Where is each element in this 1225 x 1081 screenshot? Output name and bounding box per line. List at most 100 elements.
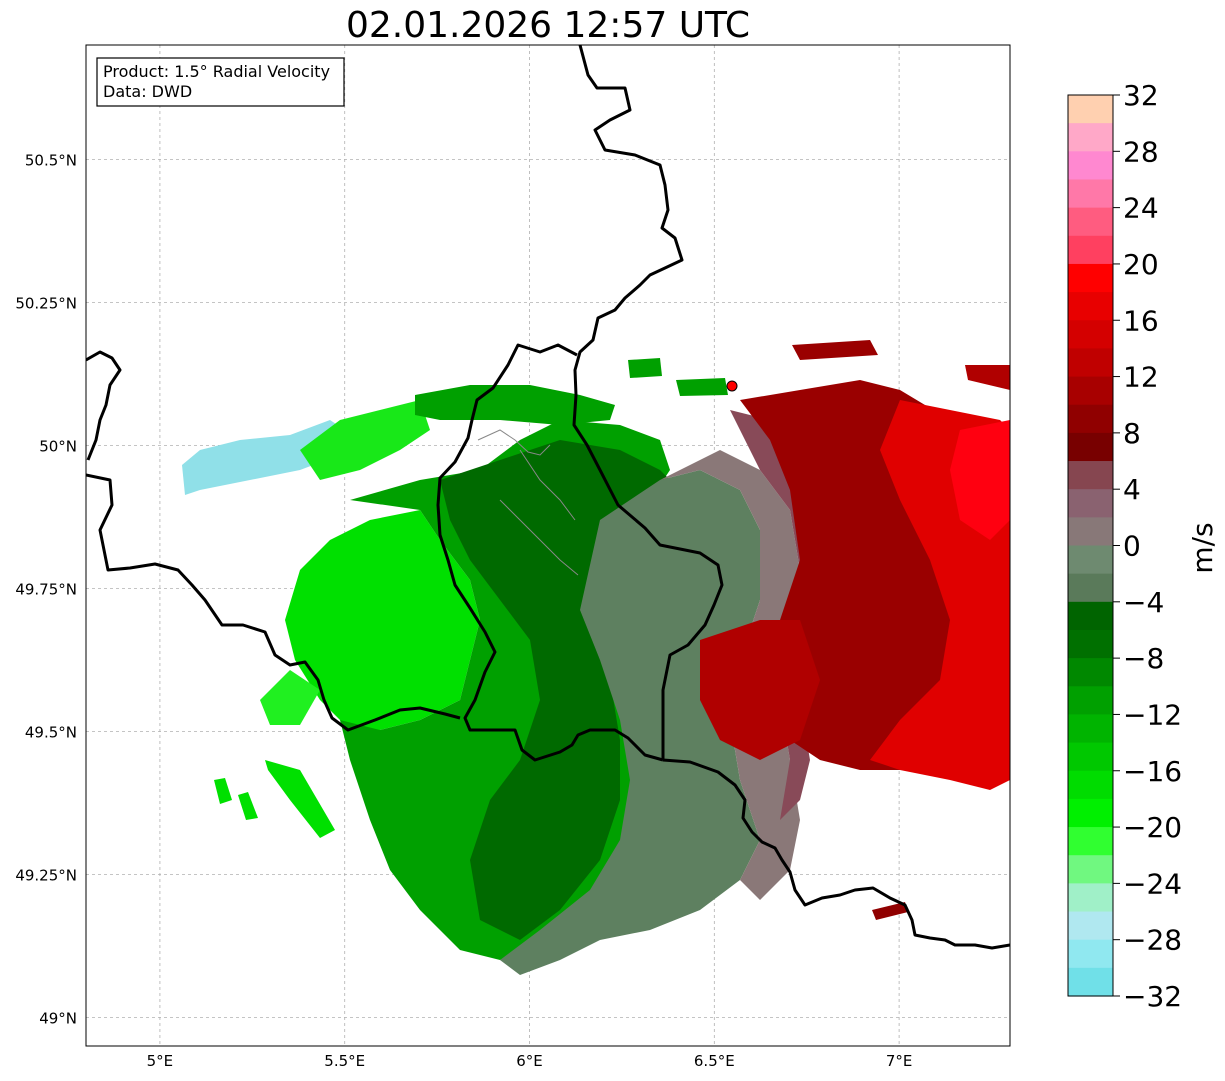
info-product-text: Product: 1.5° Radial Velocity [103, 62, 330, 81]
colorbar-step [1068, 601, 1113, 631]
echo-near-zero-green [500, 470, 760, 975]
region-boundary-2 [499, 499, 579, 576]
colorbar-step [1068, 235, 1113, 265]
colorbar-step [1068, 263, 1113, 293]
colorbar-tick-label: −20 [1123, 811, 1182, 844]
x-tick-label: 6°E [516, 1052, 543, 1070]
colorbar-tick-label: −4 [1123, 586, 1164, 619]
border-france-belgium [86, 473, 461, 732]
x-tick-label: 5°E [147, 1052, 174, 1070]
colorbar-tick-label: −24 [1123, 867, 1182, 900]
colorbar-step [1068, 911, 1113, 941]
echo-n-green-fragment-2 [676, 378, 728, 396]
colorbar-tick-label: 24 [1123, 192, 1159, 225]
colorbar-step [1068, 798, 1113, 828]
colorbar-step [1068, 461, 1113, 490]
colorbar-step [1068, 404, 1113, 434]
echo-outbound-south [700, 620, 820, 760]
colorbar-tick-label: 8 [1123, 417, 1141, 450]
colorbar-step [1068, 123, 1113, 152]
y-tick-label: 50°N [39, 437, 77, 455]
colorbar-step [1068, 855, 1113, 884]
echo-n-green-fragment [628, 358, 662, 378]
colorbar-step [1068, 883, 1113, 913]
colorbar-step [1068, 686, 1113, 716]
echo-north-band-outbound [792, 340, 878, 360]
colorbar-step [1068, 939, 1113, 969]
colorbar-color-steps [1068, 95, 1113, 997]
border-france-germany [662, 758, 1010, 950]
map-frame [85, 44, 1011, 1047]
colorbar-tick-label: −16 [1123, 755, 1182, 788]
colorbar-unit-label: m/s [1186, 522, 1219, 573]
echo-extreme-inbound [182, 420, 345, 495]
echo-strong-inbound [285, 510, 480, 730]
radar-velocity-field [182, 340, 1010, 975]
x-axis-tick-labels: 5°E 5.5°E 6°E 6.5°E 7°E [147, 1052, 913, 1070]
echo-sw-fragment-2 [238, 792, 258, 820]
colorbar-step [1068, 714, 1113, 744]
colorbar-step [1068, 95, 1113, 124]
y-tick-label: 50.5°N [25, 151, 77, 169]
map-panel: Product: 1.5° Radial Velocity Data: DWD … [15, 44, 1011, 1070]
colorbar-step [1068, 376, 1113, 406]
y-tick-label: 49.5°N [25, 723, 77, 741]
echo-near-zero-gray [660, 450, 800, 900]
colorbar-step [1068, 179, 1113, 209]
colorbar-step [1068, 292, 1113, 321]
region-boundary-3 [519, 449, 576, 521]
border-germany-west [572, 45, 724, 760]
country-borders [86, 45, 1010, 950]
colorbar-tick-label: 28 [1123, 135, 1159, 168]
colorbar-tick-label: −32 [1123, 980, 1182, 1013]
echo-very-strong-outbound [950, 420, 1010, 540]
colorbar-tick-label: −8 [1123, 642, 1164, 675]
colorbar-step [1068, 489, 1113, 518]
colorbar-tick-label: 20 [1123, 248, 1159, 281]
echo-inbound-north [415, 385, 615, 425]
colorbar-tick-label: 16 [1123, 304, 1159, 337]
colorbar-step [1068, 320, 1113, 350]
info-data-text: Data: DWD [103, 82, 192, 101]
colorbar-tick-label: −12 [1123, 698, 1182, 731]
y-axis-tick-labels: 49°N 49.25°N 49.5°N 49.75°N 50°N 50.25°N 50.5°… [15, 151, 77, 1027]
info-box-frame [96, 57, 345, 107]
colorbar-step [1068, 658, 1113, 687]
echo-sw-fragment-1 [214, 778, 232, 804]
colorbar-tick-label: 0 [1123, 530, 1141, 563]
colorbar-step [1068, 348, 1113, 378]
y-tick-label: 49.75°N [15, 580, 77, 598]
colorbar-step [1068, 517, 1113, 547]
colorbar-step [1068, 770, 1113, 800]
echo-ne-fragment [965, 365, 1010, 390]
colorbar-step [1068, 545, 1113, 575]
colorbar-step [1068, 207, 1113, 237]
border-luxembourg [436, 343, 664, 762]
map-title: 02.01.2026 12:57 UTC [346, 5, 750, 46]
echo-strong-inbound-small [260, 670, 320, 725]
colorbar-tick-label: 32 [1123, 79, 1159, 112]
y-tick-label: 50.25°N [15, 294, 77, 312]
regional-boundaries [477, 429, 579, 576]
x-tick-label: 5.5°E [324, 1052, 365, 1070]
colorbar-step [1068, 629, 1113, 659]
echo-strong-inbound-north [300, 400, 430, 480]
colorbar-step [1068, 151, 1113, 181]
colorbar: 32 28 24 20 16 12 8 4 0 −4 −8 −12 −16 −20 −24 −28 −32 m/… [1067, 79, 1219, 1013]
colorbar-tick-label: 4 [1123, 473, 1141, 506]
border-netherlands-belgium [86, 350, 122, 461]
colorbar-step [1068, 573, 1113, 603]
echo-se-fragment [872, 902, 908, 920]
colorbar-step [1068, 827, 1113, 856]
colorbar-ticks: 32 28 24 20 16 12 8 4 0 −4 −8 −12 −16 −20 −24 −28 −32 [1113, 79, 1182, 1013]
radar-site-marker [726, 380, 738, 392]
info-box: Product: 1.5° Radial Velocity Data: DWD [96, 57, 345, 107]
echo-sw-fragment-3 [265, 760, 335, 838]
colorbar-step [1068, 742, 1113, 772]
y-tick-label: 49.25°N [15, 866, 77, 884]
colorbar-step [1068, 967, 1113, 997]
colorbar-tick-label: −28 [1123, 924, 1182, 957]
x-tick-label: 6.5°E [694, 1052, 735, 1070]
y-tick-label: 49°N [39, 1009, 77, 1027]
